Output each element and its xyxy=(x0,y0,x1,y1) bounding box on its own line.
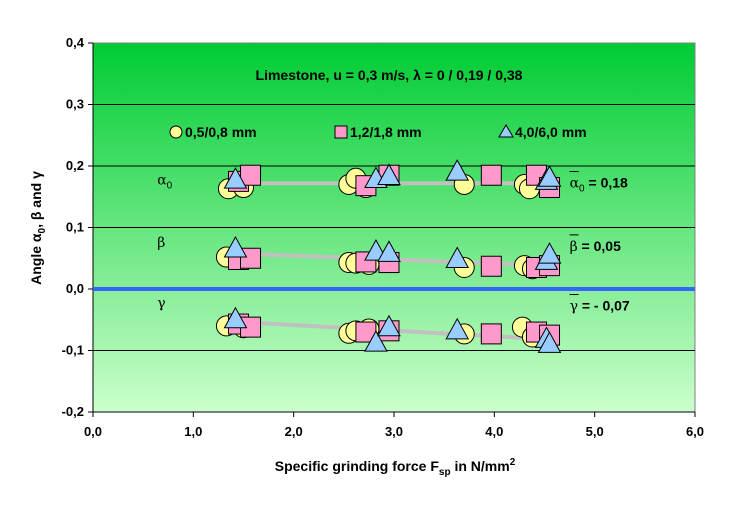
data-point xyxy=(480,255,502,277)
y-tick-label: -0,2 xyxy=(62,404,84,419)
annotation: β = 0,05 xyxy=(570,238,622,255)
legend-marker xyxy=(498,124,514,138)
y-tick-label: 0,1 xyxy=(66,220,84,235)
legend-label: 1,2/1,8 mm xyxy=(350,124,422,140)
data-point xyxy=(480,164,502,186)
x-tick-label: 2,0 xyxy=(285,424,303,439)
data-point xyxy=(377,240,401,262)
annotation: γ = - 0,07 xyxy=(570,298,630,315)
y-tick-label: -0,1 xyxy=(62,343,84,358)
data-point xyxy=(223,235,248,258)
data-point xyxy=(240,164,262,186)
x-tick-label: 5,0 xyxy=(586,424,604,439)
y-tick-label: 0,0 xyxy=(66,281,84,296)
data-point xyxy=(364,330,388,352)
x-tick-label: 3,0 xyxy=(385,424,403,439)
data-point xyxy=(445,317,470,340)
legend-label: 0,5/0,8 mm xyxy=(185,124,257,140)
data-point xyxy=(537,165,562,187)
annotation: α0 = 0,18 xyxy=(570,175,628,195)
data-point xyxy=(240,247,262,269)
y-tick-label: 0,2 xyxy=(66,158,84,173)
x-tick-label: 4,0 xyxy=(485,424,503,439)
annotation: β xyxy=(157,235,165,251)
data-point xyxy=(223,167,248,189)
x-axis-label: Specific grinding force Fsp in N/mm2 xyxy=(275,457,516,478)
x-tick-label: 1,0 xyxy=(184,424,202,439)
data-point xyxy=(377,163,401,185)
y-axis-label: Angle α0, β and γ xyxy=(28,171,48,285)
y-tick-label: 0,3 xyxy=(66,97,84,112)
x-tick-label: 0,0 xyxy=(84,424,102,439)
chart-title: Limestone, u = 0,3 m/s, λ = 0 / 0,19 / 0… xyxy=(256,67,523,83)
data-point xyxy=(537,242,562,264)
data-point xyxy=(223,306,248,329)
y-tick-label: 0,4 xyxy=(66,35,85,50)
x-tick-label: 6,0 xyxy=(686,424,704,439)
legend-label: 4,0/6,0 mm xyxy=(515,124,587,140)
legend-marker xyxy=(334,125,348,139)
data-point xyxy=(537,331,562,353)
data-point xyxy=(377,314,401,337)
annotation: γ xyxy=(157,295,165,311)
data-point xyxy=(480,323,502,345)
data-point xyxy=(445,246,470,268)
annotation: α0 xyxy=(157,172,172,191)
data-point xyxy=(445,159,470,181)
legend-marker xyxy=(169,125,183,139)
